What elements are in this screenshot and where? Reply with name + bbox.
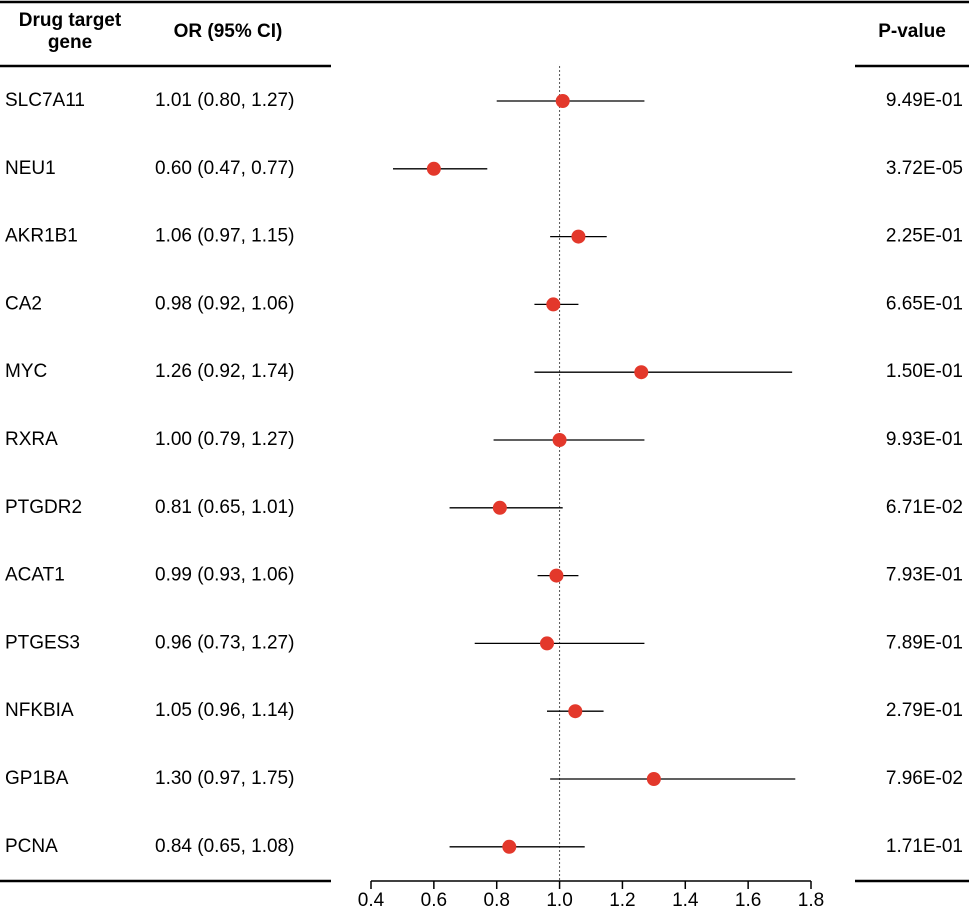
or-label: 1.06 (0.97, 1.15) xyxy=(155,226,294,247)
or-point xyxy=(540,636,554,651)
p-value: 7.89E-01 xyxy=(886,632,963,653)
or-point xyxy=(571,229,586,244)
gene-label: PCNA xyxy=(5,836,58,857)
x-tick-label: 0.8 xyxy=(484,890,510,910)
gene-label: PTGES3 xyxy=(5,632,80,653)
gene-label: PTGDR2 xyxy=(5,497,82,518)
or-point xyxy=(492,500,507,515)
p-value: 6.71E-02 xyxy=(886,497,963,518)
or-label: 1.05 (0.96, 1.14) xyxy=(155,700,294,721)
or-point xyxy=(502,839,517,854)
column-header: Drug target gene xyxy=(18,10,122,53)
or-point xyxy=(549,568,564,583)
gene-label: NEU1 xyxy=(5,158,56,179)
gene-label: SLC7A11 xyxy=(5,90,85,111)
x-tick-label: 1.0 xyxy=(546,890,572,910)
x-tick-label: 1.2 xyxy=(609,890,635,910)
or-label: 0.81 (0.65, 1.01) xyxy=(155,497,294,518)
or-point xyxy=(646,772,661,786)
p-value: 9.93E-01 xyxy=(886,429,963,450)
or-point xyxy=(546,297,561,312)
p-value: 1.50E-01 xyxy=(886,361,963,382)
column-header: P-value xyxy=(878,21,946,42)
or-label: 1.26 (0.92, 1.74) xyxy=(155,361,294,382)
or-label: 0.96 (0.73, 1.27) xyxy=(155,632,294,653)
gene-label: NFKBIA xyxy=(5,700,74,721)
gene-label: ACAT1 xyxy=(5,565,65,586)
p-value: 2.79E-01 xyxy=(886,700,963,721)
gene-label: GP1BA xyxy=(5,768,69,789)
x-tick-label: 0.4 xyxy=(358,890,385,910)
x-tick-label: 1.6 xyxy=(735,890,761,910)
p-value: 9.49E-01 xyxy=(886,90,963,111)
or-label: 0.98 (0.92, 1.06) xyxy=(155,293,294,314)
p-value: 2.25E-01 xyxy=(886,226,963,247)
column-header: OR (95% CI) xyxy=(173,21,283,42)
p-value: 1.71E-01 xyxy=(886,836,963,857)
x-tick-label: 1.4 xyxy=(672,890,699,910)
or-point xyxy=(634,365,649,380)
or-point xyxy=(555,94,570,108)
or-point xyxy=(426,161,441,176)
gene-label: RXRA xyxy=(5,429,58,450)
or-label: 0.60 (0.47, 0.77) xyxy=(155,158,294,179)
p-value: 7.93E-01 xyxy=(886,565,963,586)
gene-label: AKR1B1 xyxy=(5,226,78,247)
or-label: 1.30 (0.97, 1.75) xyxy=(155,768,294,789)
or-label: 1.01 (0.80, 1.27) xyxy=(155,90,294,111)
or-point xyxy=(568,704,583,719)
x-tick-label: 0.6 xyxy=(421,890,447,910)
or-label: 0.99 (0.93, 1.06) xyxy=(155,565,294,586)
p-value: 3.72E-05 xyxy=(886,158,963,179)
x-tick-label: 1.8 xyxy=(798,890,824,910)
p-value: 6.65E-01 xyxy=(886,293,963,314)
p-value: 7.96E-02 xyxy=(886,768,963,789)
or-label: 1.00 (0.79, 1.27) xyxy=(155,429,294,450)
or-point xyxy=(552,433,567,447)
gene-label: MYC xyxy=(5,361,47,382)
or-label: 0.84 (0.65, 1.08) xyxy=(155,836,294,857)
gene-label: CA2 xyxy=(5,293,42,314)
